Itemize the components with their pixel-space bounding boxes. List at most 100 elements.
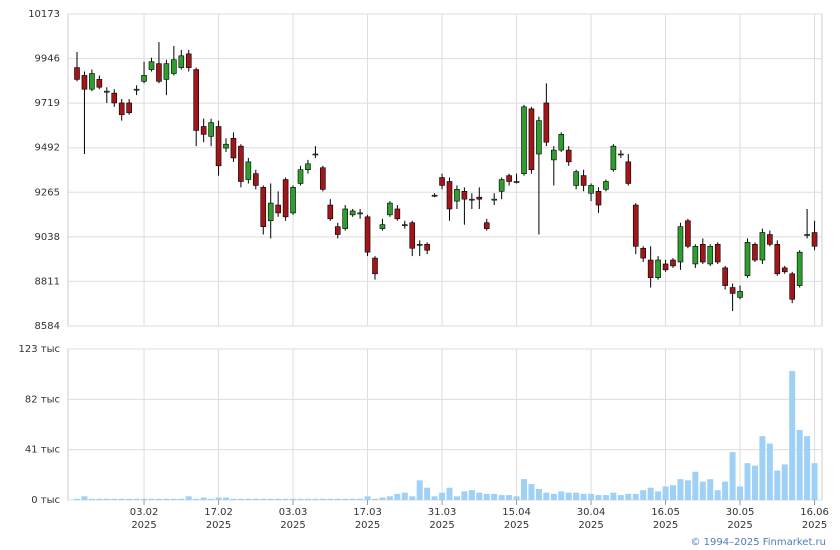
volume-bar bbox=[655, 491, 662, 500]
candle-body bbox=[767, 234, 773, 245]
volume-bar bbox=[304, 498, 311, 500]
candle-body bbox=[96, 79, 103, 88]
volume-bar bbox=[789, 371, 796, 500]
candle-body bbox=[483, 222, 490, 229]
volume-bar bbox=[178, 498, 185, 500]
volume-bar bbox=[357, 498, 364, 500]
volume-bar bbox=[223, 497, 229, 500]
volume-bar bbox=[334, 498, 341, 500]
candle-body bbox=[811, 232, 818, 247]
x-tick-year: 2025 bbox=[280, 520, 305, 531]
volume-bar bbox=[163, 498, 170, 500]
candle-body bbox=[513, 181, 520, 183]
volume-bar bbox=[580, 493, 587, 500]
candle-body bbox=[550, 149, 557, 161]
candle-body bbox=[610, 145, 617, 171]
x-tick-label: 31.03 bbox=[428, 507, 457, 518]
x-tick-year: 2025 bbox=[802, 520, 827, 531]
x-tick-year: 2025 bbox=[429, 520, 454, 531]
candle-body bbox=[491, 198, 498, 201]
volume-bar bbox=[684, 480, 691, 500]
volume-bar bbox=[297, 498, 304, 500]
x-tick-label: 30.04 bbox=[577, 507, 606, 518]
candle-body bbox=[282, 179, 289, 218]
candle-body bbox=[565, 149, 572, 163]
volume-bar bbox=[185, 496, 192, 500]
volume-bar bbox=[796, 430, 803, 500]
volume-bar bbox=[118, 498, 125, 500]
candle-body bbox=[171, 59, 177, 74]
x-tick-year: 2025 bbox=[355, 520, 380, 531]
candle-body bbox=[334, 226, 341, 235]
volume-bar bbox=[677, 479, 684, 500]
candle-body bbox=[446, 181, 453, 210]
candle-body bbox=[372, 257, 378, 275]
source: © 1994–2025 Finmarket.ru bbox=[690, 537, 826, 548]
candle-body bbox=[208, 122, 214, 137]
x-tick-label: 03.02 bbox=[130, 507, 159, 518]
x-tick-label: 03.03 bbox=[279, 507, 308, 518]
candle-body bbox=[133, 88, 140, 91]
candle-body bbox=[670, 259, 676, 267]
x-tick-label: 16.05 bbox=[651, 507, 680, 518]
volume-bar bbox=[707, 479, 714, 500]
candle-body bbox=[253, 173, 259, 186]
candle-body bbox=[647, 259, 654, 278]
candle-body bbox=[349, 210, 356, 216]
volume-bar bbox=[170, 498, 177, 500]
volume-bar bbox=[453, 496, 460, 500]
candle-body bbox=[342, 208, 349, 229]
volume-bar bbox=[595, 495, 602, 500]
candle-body bbox=[774, 244, 781, 275]
volume-bar bbox=[96, 498, 103, 500]
candle-body bbox=[81, 75, 88, 90]
volume-bar bbox=[737, 486, 744, 500]
y-tick-label: 10173 bbox=[28, 9, 60, 20]
volume-bar bbox=[610, 492, 617, 500]
volume-bar bbox=[729, 452, 736, 500]
candle-body bbox=[699, 244, 706, 263]
volume-bar bbox=[565, 492, 572, 500]
candle-body bbox=[543, 102, 550, 143]
y-tick-label: 9038 bbox=[35, 232, 60, 243]
candle-body bbox=[789, 273, 796, 300]
volume-bar bbox=[506, 495, 513, 500]
volume-bar bbox=[625, 493, 632, 500]
volume-bar bbox=[640, 490, 647, 500]
candle-body bbox=[439, 177, 445, 186]
candle-body bbox=[416, 244, 423, 246]
candle-body bbox=[178, 55, 185, 68]
candle-body bbox=[394, 208, 401, 220]
volume-bar bbox=[521, 479, 527, 500]
volume-bar bbox=[74, 498, 80, 500]
volume-bar bbox=[252, 498, 259, 500]
volume-bar bbox=[155, 498, 162, 500]
volume-bar bbox=[327, 498, 334, 500]
volume-panel bbox=[67, 348, 823, 501]
candle-body bbox=[200, 126, 207, 135]
volume-bar bbox=[319, 498, 326, 500]
candle-body bbox=[476, 196, 483, 200]
volume-bar bbox=[722, 481, 729, 500]
candle-body bbox=[677, 226, 684, 263]
candle-body bbox=[431, 194, 438, 197]
candle-body bbox=[104, 90, 110, 93]
candle-body bbox=[141, 75, 147, 82]
volume-bar bbox=[88, 498, 95, 500]
candle-body bbox=[193, 69, 199, 131]
candle-body bbox=[796, 251, 803, 286]
volume-bar bbox=[431, 496, 438, 500]
candle-body bbox=[588, 185, 594, 194]
candle-body bbox=[185, 53, 192, 68]
y-tick-label: 9946 bbox=[35, 54, 60, 65]
candle-body bbox=[729, 287, 736, 294]
y-tick-label: 8811 bbox=[35, 276, 60, 287]
candle-body bbox=[506, 175, 512, 182]
volume-bar bbox=[230, 498, 237, 500]
candle-body bbox=[215, 126, 222, 167]
volume-bar bbox=[573, 492, 580, 500]
volume-bar bbox=[290, 498, 297, 500]
volume-bar bbox=[811, 463, 818, 500]
candle-body bbox=[126, 102, 132, 114]
